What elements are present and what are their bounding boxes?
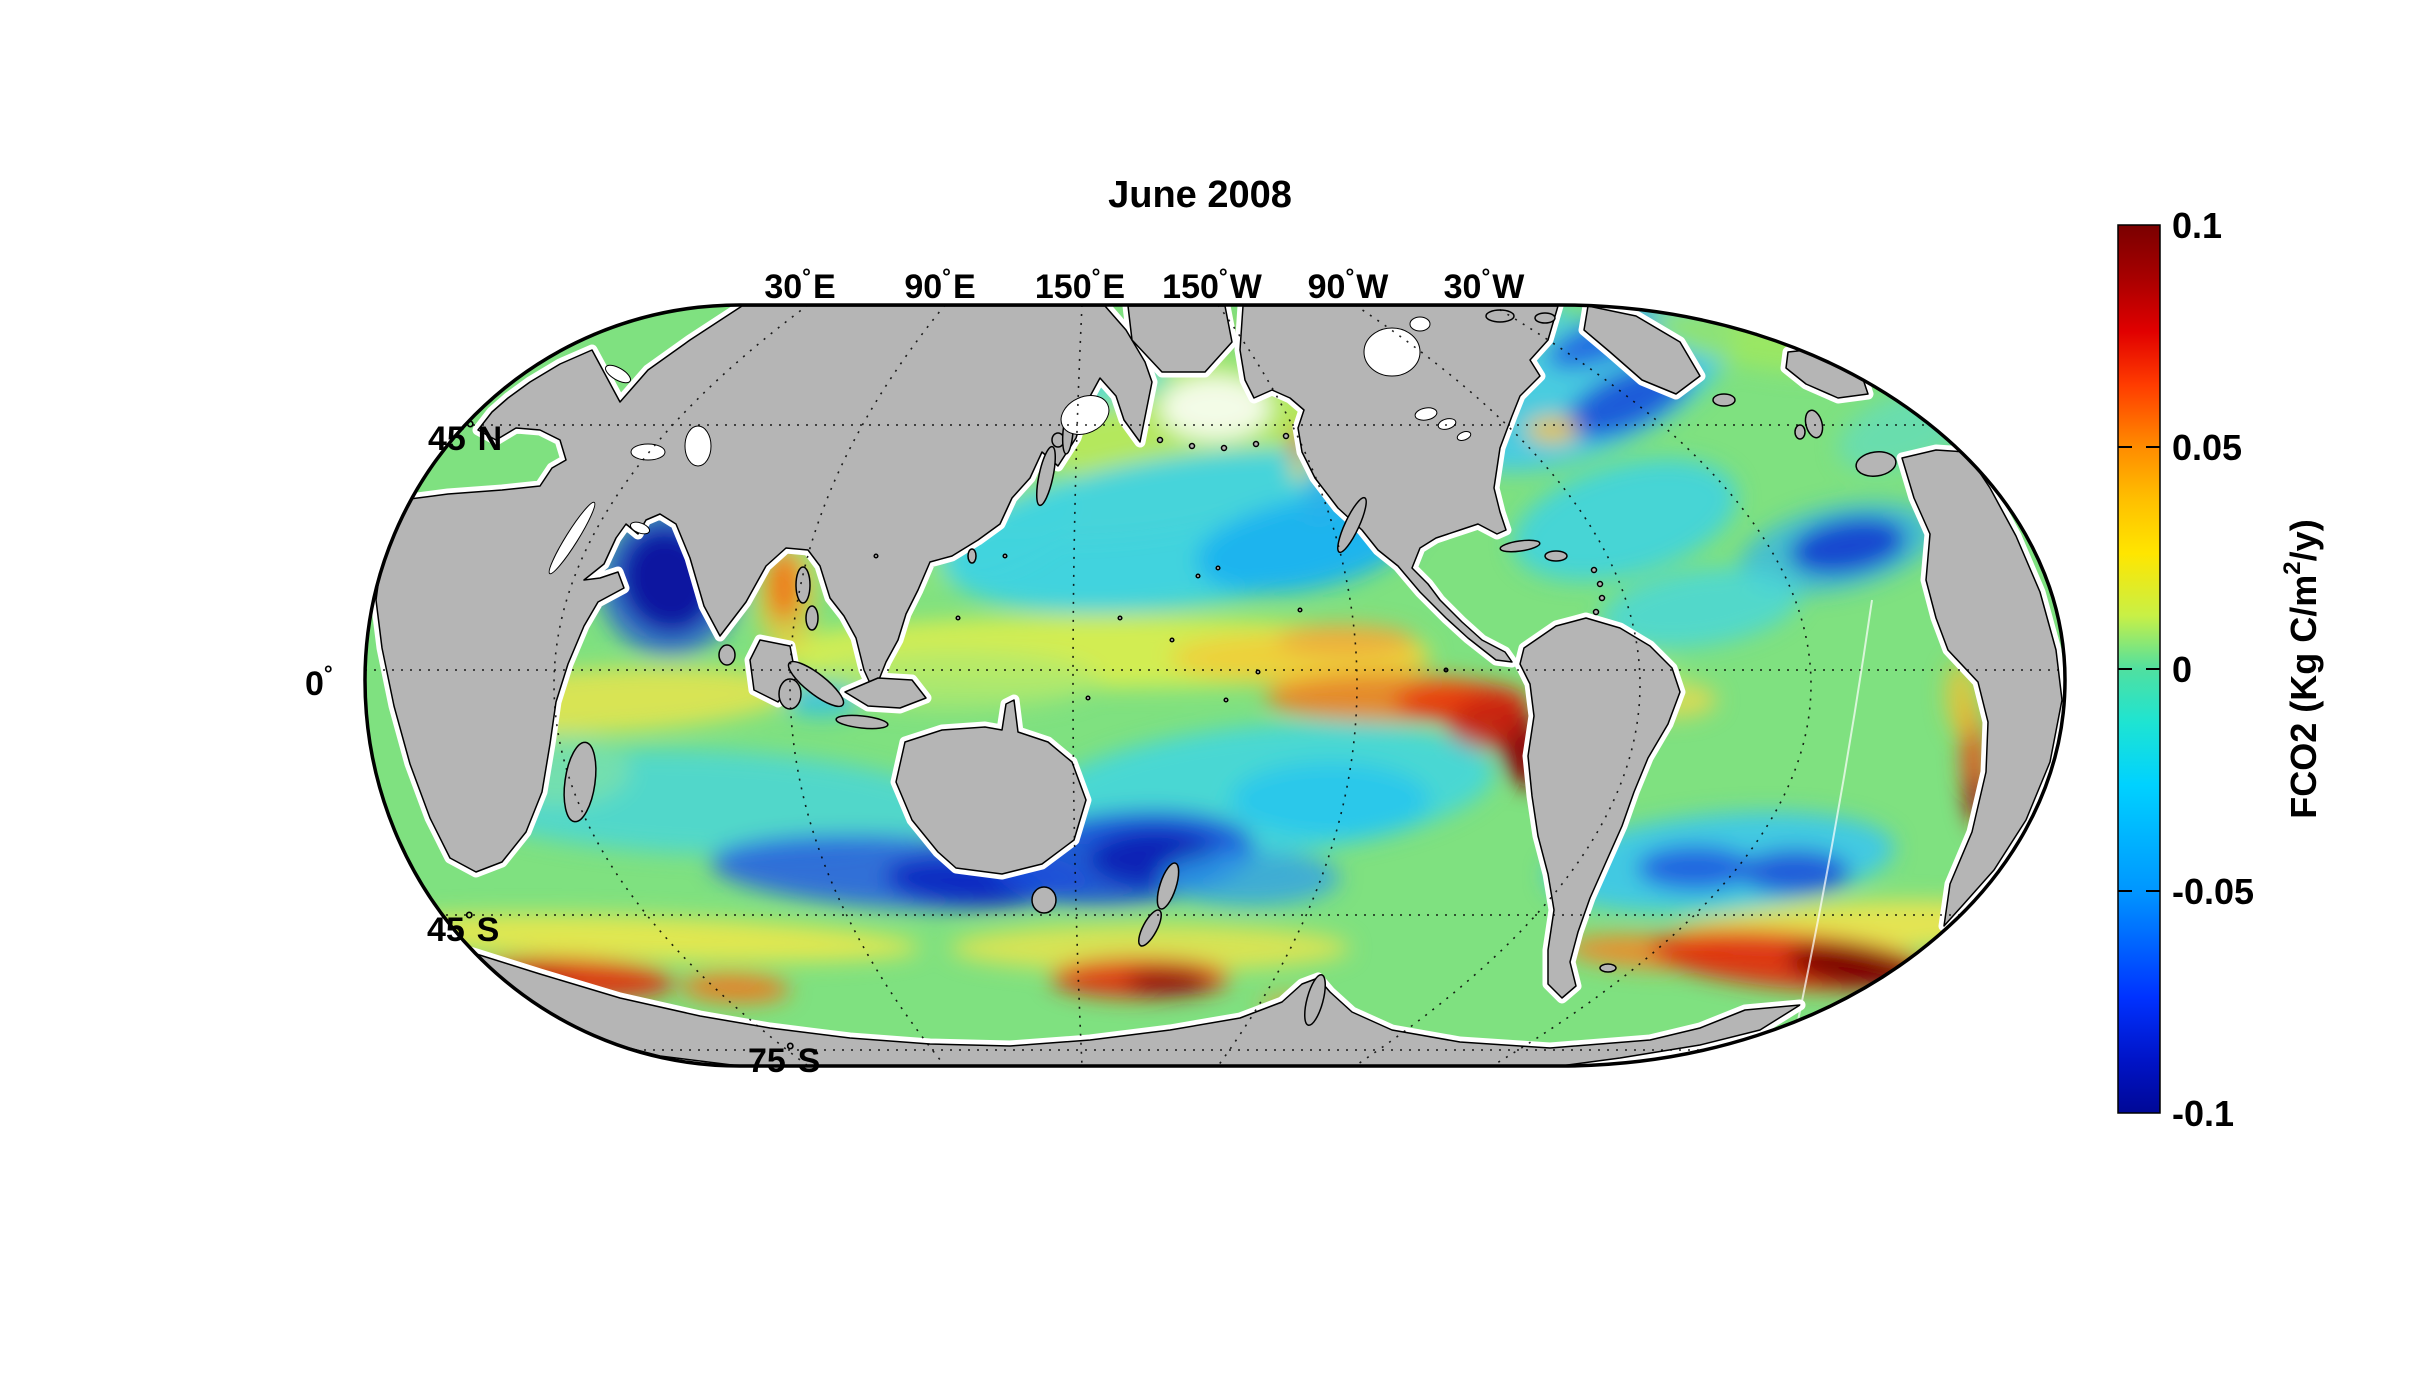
bay-hudson xyxy=(1363,327,1421,377)
island-uk xyxy=(1804,409,1824,439)
ocean-region-southern-ocean-orange-kerguelen xyxy=(680,972,790,1004)
meridian-150w xyxy=(1217,305,1358,1066)
island-taiwan xyxy=(967,548,977,564)
landmass-north-america xyxy=(1239,305,1559,663)
island-madagascar xyxy=(563,741,597,823)
lon-tick-90e: 90°E xyxy=(904,264,975,306)
island-new-guinea xyxy=(844,677,927,709)
peninsula-baja xyxy=(1337,496,1367,554)
sea-black xyxy=(630,443,666,461)
figure-title: June 2008 xyxy=(1108,174,1292,216)
ocean-region-south-pacific-cyan-core xyxy=(1230,762,1430,838)
basin-foxe xyxy=(1409,316,1431,332)
ocean-region-subantarctic-yellow-band-pacific xyxy=(950,924,1350,972)
islands-canadian-arctic-1 xyxy=(1485,309,1515,323)
ocean-region-subantarctic-yellow-band-indian xyxy=(365,913,920,963)
land-layer xyxy=(370,305,2065,1066)
ocean-region-south-atlantic-blue-core-west xyxy=(1637,846,1753,890)
lon-tick-150w: 150°W xyxy=(1162,264,1263,306)
graticule xyxy=(365,305,2065,1066)
ocean-region-bay-of-bengal-orange xyxy=(768,549,800,621)
island-philippines-mindanao xyxy=(805,605,819,631)
colorbar-tick-labels: 0.1 0.05 0 -0.05 -0.1 xyxy=(2172,205,2254,1134)
lake-superior xyxy=(1414,407,1438,421)
colorbar-tick-0: 0 xyxy=(2172,649,2192,690)
gulf-persian xyxy=(629,521,651,535)
colorbar: 0.1 0.05 0 -0.05 -0.1 FCO2 (Kg C/m2/y) xyxy=(2117,205,2324,1134)
data-gap-meridian-line xyxy=(1794,599,1873,1036)
longitude-axis-labels: 30°E 90°E 150°E 150°W 90°W 30°W xyxy=(764,264,1525,306)
sea-okhotsk xyxy=(1060,395,1110,435)
lake-erie-ontario xyxy=(1456,431,1472,441)
world-map xyxy=(363,303,2067,1068)
landmass-antarctica xyxy=(469,951,1801,1066)
sea-caspian xyxy=(684,425,712,467)
lon-tick-90w: 90°W xyxy=(1308,264,1390,306)
meridian-90w xyxy=(1354,305,1641,1066)
meridian-30w xyxy=(1491,305,1812,1066)
island-tasmania xyxy=(1031,886,1057,914)
islands-pacific-specks xyxy=(873,553,1449,703)
island-hispaniola xyxy=(1544,550,1568,562)
lon-tick-30w: 30°W xyxy=(1444,264,1526,306)
island-ireland xyxy=(1794,424,1806,440)
island-new-zealand-north xyxy=(1156,862,1180,910)
ocean-region-peru-offshore-red xyxy=(1448,693,1526,751)
latitude-axis-labels: 45°N 0° 45°S 75°S xyxy=(305,416,820,1080)
lon-tick-30e: 30°E xyxy=(764,264,835,306)
lat-tick-45s: 45°S xyxy=(427,907,499,949)
colorbar-tick-marks xyxy=(2118,446,2160,892)
island-iceland xyxy=(1712,393,1736,407)
landmass-africa-right-band xyxy=(1901,449,2063,927)
islands-aleutians xyxy=(1156,432,1290,452)
colorbar-tick-0.05: 0.05 xyxy=(2172,427,2242,468)
colorbar-tick--0.05: -0.05 xyxy=(2172,871,2254,912)
island-sumatra xyxy=(787,660,845,708)
islands-antilles xyxy=(1590,566,1606,616)
peninsula-iberia xyxy=(1855,451,1897,477)
ocean-region-equatorial-orange-north xyxy=(1275,624,1415,656)
continents-layer xyxy=(375,305,2063,1066)
island-philippines-luzon xyxy=(795,566,811,604)
landmass-australia xyxy=(895,699,1087,875)
island-cuba xyxy=(1499,539,1541,553)
lat-tick-0: 0° xyxy=(305,661,333,703)
ocean-region-southern-ocean-maroon-pacific xyxy=(1126,969,1210,995)
island-sulawesi xyxy=(778,678,802,710)
meridian-150e xyxy=(1072,305,1083,1066)
island-japan xyxy=(1035,445,1057,507)
ocean-region-bering-sea-no-data-white xyxy=(1160,376,1270,440)
lon-tick-150e: 150°E xyxy=(1035,264,1125,306)
inland-seas-layer xyxy=(548,316,1472,575)
colorbar-tick--0.1: -0.1 xyxy=(2172,1093,2234,1134)
island-java xyxy=(835,714,889,730)
ocean-region-south-atlantic-blue-core-east xyxy=(1740,850,1850,894)
lat-tick-45n: 45°N xyxy=(428,416,502,458)
ocean-region-gulf-stream-yellow-spot xyxy=(1526,417,1578,443)
sea-red xyxy=(548,501,596,575)
islands-canadian-arctic-2 xyxy=(1534,312,1556,324)
colorbar-unit-label: FCO2 (Kg C/m2/y) xyxy=(2279,519,2324,818)
island-falklands xyxy=(1599,963,1617,973)
peninsula-antarctic xyxy=(1304,974,1326,1026)
lat-tick-75s: 75°S xyxy=(748,1038,820,1080)
island-sri-lanka xyxy=(718,644,736,666)
ocean-region-central-atlantic-cyan xyxy=(1513,459,1737,581)
ocean-region-southwest-pacific-cyan xyxy=(1160,850,1340,906)
ocean-region-canary-current-dark-blue xyxy=(1790,518,1906,574)
meridian-90e xyxy=(789,305,946,1066)
landmass-greenland xyxy=(1583,305,1701,395)
landmass-south-america xyxy=(1519,617,1681,999)
ocean-region-tropical-atlantic-cyan xyxy=(1600,567,1800,649)
sea-baltic xyxy=(605,364,631,384)
colorbar-tick-0.1: 0.1 xyxy=(2172,205,2222,246)
island-new-zealand-south xyxy=(1138,909,1162,947)
lake-huron xyxy=(1437,418,1457,430)
map-outline xyxy=(363,303,2067,1068)
